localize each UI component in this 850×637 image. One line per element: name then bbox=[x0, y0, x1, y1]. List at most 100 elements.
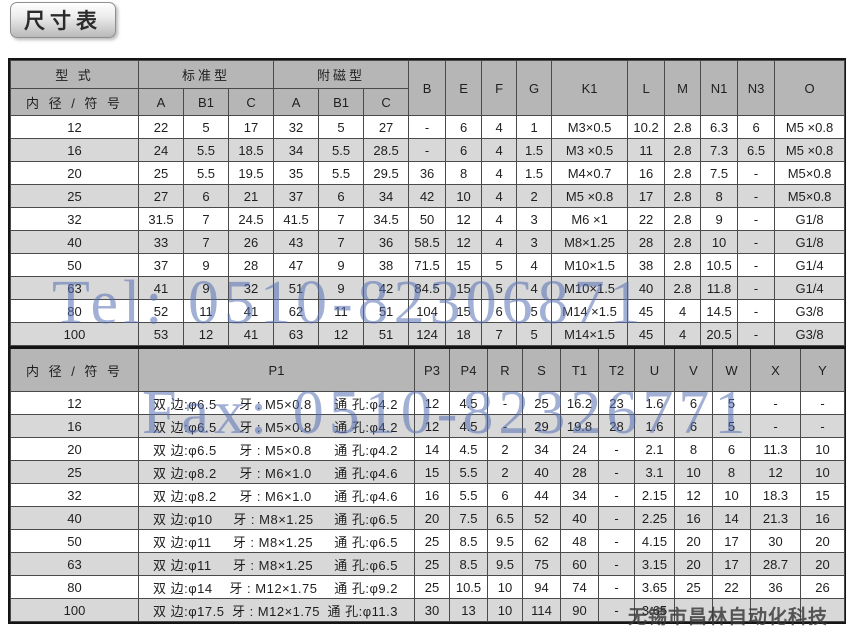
column-header-w: W bbox=[712, 347, 751, 392]
value-cell: 24 bbox=[560, 437, 599, 461]
value-cell: 5 bbox=[712, 414, 751, 438]
p1-thread: 牙 : M8×1.25 bbox=[233, 511, 314, 527]
value-cell: 6 bbox=[487, 483, 523, 507]
value-cell: 2.8 bbox=[664, 115, 702, 139]
value-cell: 3 bbox=[516, 230, 553, 254]
table-row: 100 双 边:φ17.5 牙 : M12×1.75 通 孔:φ11.3 30 13 10 1… bbox=[10, 598, 845, 622]
value-cell: 51 bbox=[363, 299, 410, 323]
value-cell: - bbox=[737, 322, 776, 346]
p1-cell: 双 边:φ6.5 牙 : M5×0.8 通 孔:φ4.2 bbox=[138, 437, 415, 461]
value-cell: 11.8 bbox=[700, 276, 739, 300]
value-cell: M5 ×0.8 bbox=[774, 138, 846, 162]
page-title: 尺寸表 bbox=[10, 2, 116, 38]
value-cell: - bbox=[737, 184, 776, 208]
value-cell: 5.5 bbox=[318, 138, 365, 162]
value-cell: 38 bbox=[627, 253, 666, 277]
p1-side: 双 边:φ6.5 bbox=[153, 442, 217, 458]
value-cell: 90 bbox=[560, 598, 599, 622]
value-cell: G1/4 bbox=[774, 276, 846, 300]
value-cell: 1.6 bbox=[634, 414, 675, 438]
value-cell: 4.5 bbox=[449, 414, 488, 438]
value-cell: 5 bbox=[516, 299, 553, 323]
value-cell: 30 bbox=[750, 529, 801, 553]
value-cell: 47 bbox=[273, 253, 320, 277]
p1-side: 双 边:φ14 bbox=[153, 580, 213, 596]
value-cell: 15 bbox=[414, 460, 450, 484]
value-cell: 37 bbox=[138, 253, 184, 277]
subcolumn-header-b1-4: B1 bbox=[318, 88, 365, 116]
value-cell: - bbox=[598, 552, 635, 576]
value-cell: 12 bbox=[674, 483, 713, 507]
column-header-g: G bbox=[516, 60, 553, 116]
value-cell: 11 bbox=[318, 299, 365, 323]
value-cell: 4 bbox=[481, 161, 518, 185]
value-cell: 9 bbox=[700, 207, 739, 231]
value-cell: 34 bbox=[273, 138, 320, 162]
p1-content: 双 边:φ6.5 牙 : M5×0.8 通 孔:φ4.2 bbox=[140, 440, 414, 459]
value-cell: 4 bbox=[481, 138, 518, 162]
p1-hole: 通 孔:φ9.2 bbox=[334, 580, 398, 596]
value-cell: 26 bbox=[800, 575, 845, 599]
value-cell: 28.7 bbox=[750, 552, 801, 576]
value-cell: 4 bbox=[516, 253, 553, 277]
value-cell: - bbox=[487, 414, 523, 438]
value-cell: - bbox=[487, 391, 523, 415]
column-header-r: R bbox=[487, 347, 523, 392]
value-cell: 9 bbox=[183, 276, 229, 300]
value-cell: 5 bbox=[712, 391, 751, 415]
value-cell: 10 bbox=[445, 184, 483, 208]
value-cell: 45 bbox=[627, 299, 666, 323]
bore-cell: 25 bbox=[10, 460, 139, 484]
value-cell: 5 bbox=[481, 276, 518, 300]
value-cell: 16 bbox=[414, 483, 450, 507]
p1-cell: 双 边:φ6.5 牙 : M5×0.8 通 孔:φ4.2 bbox=[138, 391, 415, 415]
value-cell bbox=[800, 598, 845, 622]
column-header-e: E bbox=[445, 60, 483, 116]
value-cell: 45 bbox=[627, 322, 666, 346]
value-cell: 2 bbox=[516, 184, 553, 208]
bore-cell: 16 bbox=[10, 138, 139, 162]
table-row: 20 25 5.5 19.5 35 5.5 29.5 36 8 4 1.5 M4×0.7 16 2.8 7.… bbox=[10, 161, 846, 185]
value-cell: 9 bbox=[183, 253, 229, 277]
value-cell: 10 bbox=[674, 460, 713, 484]
value-cell: 14 bbox=[414, 437, 450, 461]
p1-content: 双 边:φ8.2 牙 : M6×1.0 通 孔:φ4.6 bbox=[140, 463, 414, 482]
value-cell: 62 bbox=[273, 299, 320, 323]
value-cell: 28.5 bbox=[363, 138, 410, 162]
value-cell: 4.5 bbox=[449, 437, 488, 461]
value-cell: 37 bbox=[273, 184, 320, 208]
value-cell: 19.5 bbox=[227, 161, 275, 185]
value-cell: 2.15 bbox=[634, 483, 675, 507]
value-cell: 17 bbox=[627, 184, 666, 208]
header-row-groups: 型 式 标准型 附磁型 B E F G K1 L M N1 N3 O bbox=[10, 60, 846, 116]
bore-cell: 16 bbox=[10, 414, 139, 438]
value-cell: 7.5 bbox=[449, 506, 488, 530]
value-cell: 27 bbox=[138, 184, 184, 208]
p1-thread: 牙 : M5×0.8 bbox=[239, 396, 312, 412]
column-header-n1: N1 bbox=[700, 60, 739, 116]
value-cell: 51 bbox=[273, 276, 320, 300]
value-cell: 13 bbox=[449, 598, 488, 622]
value-cell: 26 bbox=[227, 230, 275, 254]
table-row: 80 双 边:φ14 牙 : M12×1.75 通 孔:φ9.2 25 10.5 10 94 7… bbox=[10, 575, 845, 599]
table-row: 50 双 边:φ11 牙 : M8×1.25 通 孔:φ6.5 25 8.5 9.5 62 48… bbox=[10, 529, 845, 553]
column-header-f: F bbox=[481, 60, 518, 116]
value-cell: 25 bbox=[414, 552, 450, 576]
value-cell: - bbox=[598, 506, 635, 530]
p1-cell: 双 边:φ8.2 牙 : M6×1.0 通 孔:φ4.6 bbox=[138, 460, 415, 484]
subcolumn-header-a-0: A bbox=[138, 88, 184, 116]
value-cell: 25 bbox=[414, 529, 450, 553]
value-cell: 6 bbox=[445, 115, 483, 139]
p1-content: 双 边:φ10 牙 : M8×1.25 通 孔:φ6.5 bbox=[140, 509, 414, 528]
value-cell: 10.5 bbox=[449, 575, 488, 599]
value-cell: 34 bbox=[560, 483, 599, 507]
value-cell bbox=[674, 598, 713, 622]
value-cell: - bbox=[408, 115, 447, 139]
value-cell: 36 bbox=[750, 575, 801, 599]
value-cell: 20 bbox=[414, 506, 450, 530]
value-cell: 24.5 bbox=[227, 207, 275, 231]
value-cell: 5.5 bbox=[183, 138, 229, 162]
value-cell: G1/8 bbox=[774, 230, 846, 254]
value-cell: 34.5 bbox=[363, 207, 410, 231]
value-cell: 7.3 bbox=[700, 138, 739, 162]
